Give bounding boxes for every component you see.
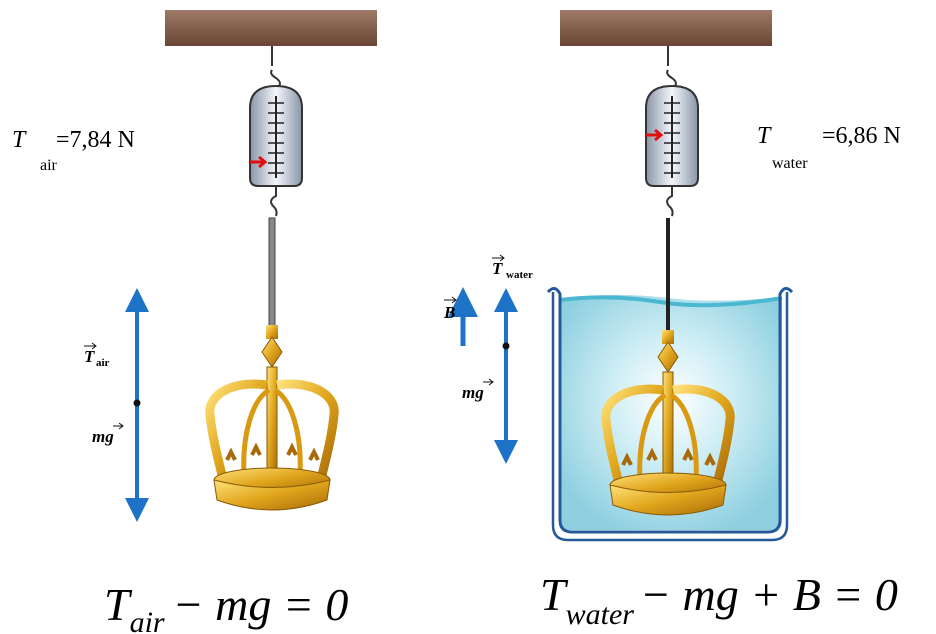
reading: T [12, 127, 27, 153]
subscript: air [40, 157, 58, 174]
subscript: water [772, 155, 808, 172]
symbol: T [104, 579, 133, 630]
rod [268, 217, 276, 327]
equation: Tair − mg = 0 [104, 579, 348, 634]
reading-value: =6,86 N [822, 123, 901, 149]
ceiling [560, 10, 772, 46]
label: mg [92, 427, 114, 446]
subscript: water [566, 598, 635, 631]
symbol: T [12, 127, 27, 153]
equation: Twater − mg + B = 0 [540, 569, 898, 631]
crown [210, 325, 334, 510]
equation-rest: − mg = 0 [173, 579, 349, 630]
subscript: air [96, 357, 110, 369]
reading-value: =7,84 N [56, 127, 135, 153]
label: T [84, 347, 95, 366]
spring-scale [249, 69, 303, 217]
equation-rest: − mg + B = 0 [640, 569, 898, 620]
symbol: T [540, 569, 569, 620]
spring-scale [645, 69, 699, 217]
subscript: water [506, 269, 533, 281]
subscript: air [130, 606, 165, 634]
symbol: T [757, 123, 772, 149]
label: B [443, 303, 455, 322]
pointer [646, 128, 664, 142]
ceiling [165, 10, 377, 46]
label: T [492, 259, 503, 278]
pointer [250, 155, 268, 169]
label: mg [462, 383, 484, 402]
